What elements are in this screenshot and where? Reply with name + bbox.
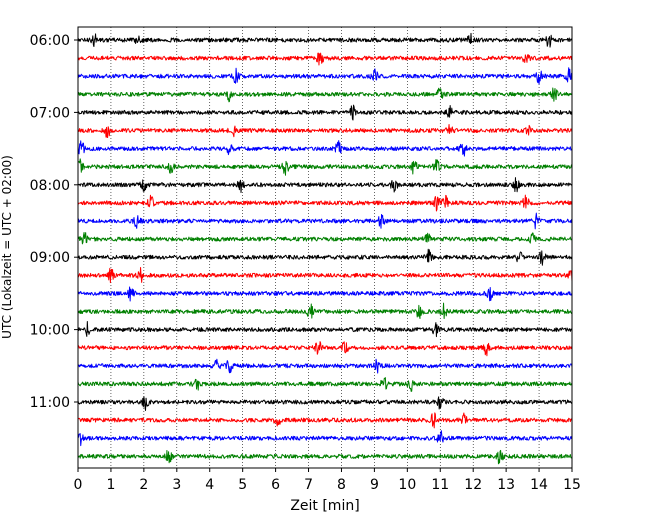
y-tick-label: 08:00 [30, 178, 70, 194]
y-tick-label: 10:00 [30, 323, 70, 339]
trace-line [77, 377, 573, 392]
x-tick-label: 2 [139, 477, 148, 493]
x-tick-label: 9 [370, 477, 379, 493]
x-tick-label: 0 [74, 477, 83, 493]
trace-line [77, 52, 573, 66]
y-tick-label: 09:00 [30, 250, 70, 266]
trace-line [77, 140, 573, 157]
y-tick-label: 07:00 [30, 105, 70, 121]
trace-line [77, 212, 573, 230]
x-tick-label: 11 [431, 477, 449, 493]
x-tick-label: 6 [271, 477, 280, 493]
seismic-traces [77, 32, 573, 465]
trace-line [77, 358, 573, 374]
y-axis-label: UTC (Lokalzeit = UTC + 02:00) [0, 155, 14, 339]
trace-line [77, 194, 573, 212]
trace-line [77, 430, 573, 447]
trace-line [77, 449, 573, 465]
x-axis-label: Zeit [min] [290, 498, 359, 514]
y-tick-label: 11:00 [30, 395, 70, 411]
x-tick-label: 7 [304, 477, 313, 493]
y-axis-ticks: 06:00 07:00 08:00 09:00 10:00 11:00 [30, 33, 78, 411]
trace-line [77, 321, 573, 338]
plot-frame [77, 26, 573, 469]
x-tick-label: 1 [106, 477, 115, 493]
x-axis-ticks: 0 1 2 3 4 5 6 7 8 9 10 11 12 13 14 15 [74, 468, 581, 493]
trace-line [77, 267, 573, 284]
trace-line [77, 341, 573, 357]
trace-line [77, 412, 573, 429]
x-tick-label: 12 [464, 477, 482, 493]
trace-line [77, 158, 573, 176]
trace-line [77, 32, 573, 48]
trace-line [77, 302, 573, 320]
x-tick-label: 4 [205, 477, 214, 493]
trace-line [77, 67, 573, 85]
x-tick-label: 14 [530, 477, 548, 493]
x-tick-label: 3 [172, 477, 181, 493]
x-tick-label: 10 [398, 477, 416, 493]
trace-line [77, 286, 573, 302]
trace-line [77, 104, 573, 121]
trace-line [77, 248, 573, 266]
trace-line [77, 87, 573, 103]
x-tick-label: 5 [238, 477, 247, 493]
x-tick-label: 15 [563, 477, 581, 493]
trace-line [77, 177, 573, 193]
x-tick-label: 8 [337, 477, 346, 493]
trace-line [77, 231, 573, 245]
trace-line [77, 124, 573, 139]
trace-line [77, 396, 573, 411]
x-tick-label: 13 [497, 477, 515, 493]
y-tick-label: 06:00 [30, 33, 70, 49]
